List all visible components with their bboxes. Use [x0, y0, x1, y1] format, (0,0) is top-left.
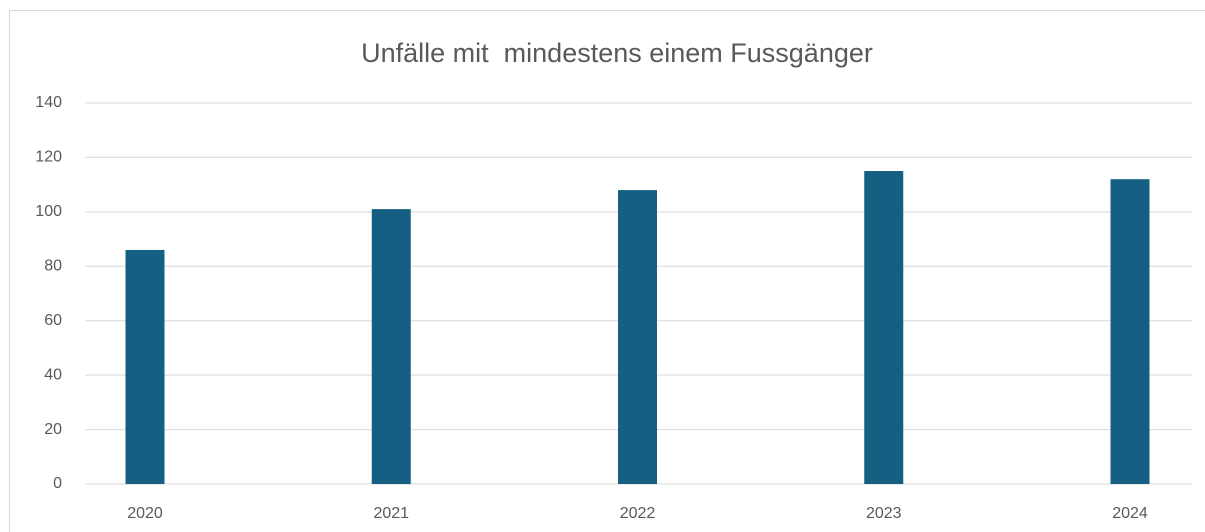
x-tick-label: 2021: [373, 505, 409, 522]
bar: [1110, 179, 1150, 484]
y-tick-label: 60: [44, 312, 62, 329]
chart-border: [9, 10, 1205, 532]
y-tick-label: 80: [44, 258, 62, 275]
y-tick-label: 100: [35, 203, 62, 220]
y-tick-label: 120: [35, 149, 62, 166]
x-tick-label: 2020: [127, 505, 163, 522]
bar: [371, 209, 411, 484]
bar: [618, 190, 657, 485]
y-tick-label: 20: [44, 421, 62, 438]
bar: [864, 171, 904, 485]
x-tick-label: 2023: [866, 505, 902, 522]
bar: [125, 249, 165, 484]
x-tick-label: 2024: [1112, 505, 1148, 522]
chart-title: Unfälle mit mindestens einem Fussgänger: [361, 38, 873, 68]
y-tick-label: 0: [53, 475, 62, 492]
y-tick-label: 40: [44, 366, 62, 383]
x-tick-label: 2022: [620, 505, 656, 522]
y-tick-label: 140: [35, 94, 62, 111]
